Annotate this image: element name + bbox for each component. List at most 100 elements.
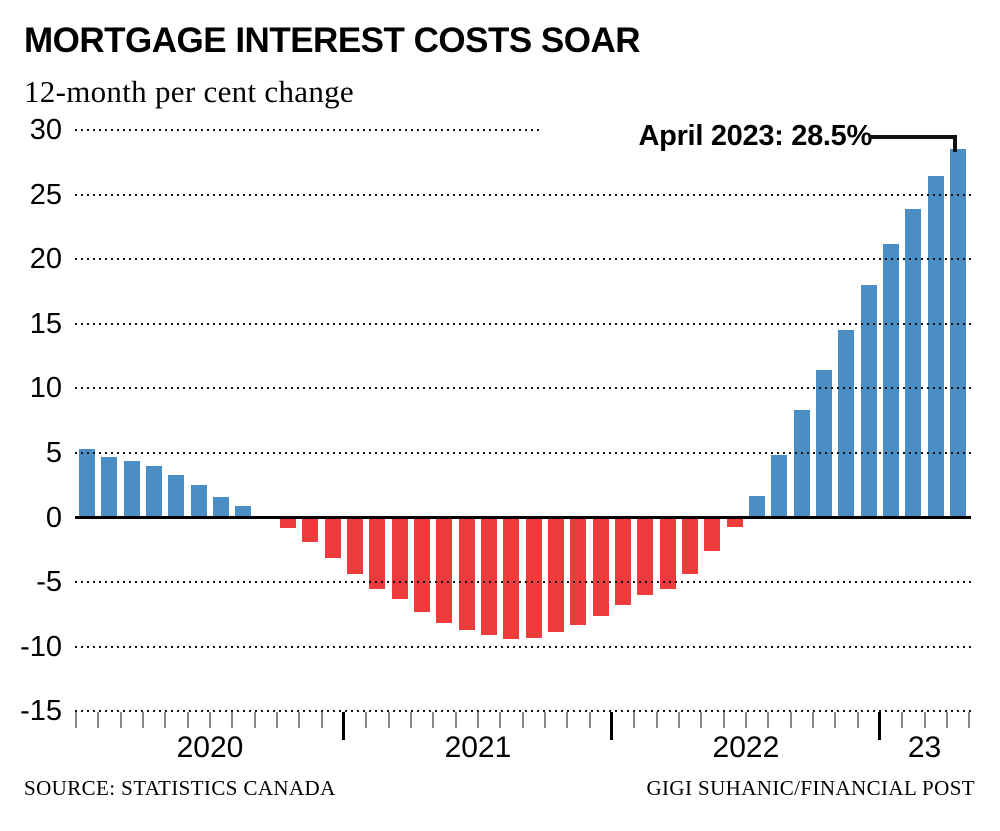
bar-2021-08 (503, 517, 520, 639)
bar-2020-04 (146, 465, 163, 518)
bar-2020-12 (324, 517, 341, 558)
chart-subtitle: 12-month per cent change (24, 74, 354, 109)
y-axis-label--10: -10 (20, 630, 62, 663)
bar-2022-09 (793, 410, 810, 518)
y-axis-label-25: 25 (29, 178, 62, 211)
bar-2022-05 (704, 517, 721, 552)
x-tick-month (655, 712, 658, 728)
x-tick-month (722, 712, 725, 728)
x-tick-month (588, 712, 591, 728)
bar-2020-10 (280, 517, 297, 528)
bar-2021-07 (481, 517, 498, 636)
x-tick-year (342, 712, 346, 740)
y-axis-label-15: 15 (29, 307, 62, 340)
x-tick-month (923, 712, 926, 728)
bar-2020-05 (168, 474, 185, 518)
bar-2020-02 (101, 456, 118, 518)
x-tick-month (253, 712, 256, 728)
bar-2022-08 (771, 455, 788, 518)
y-axis-label--15: -15 (20, 695, 62, 728)
x-tick-month (365, 712, 368, 728)
bar-2020-07 (213, 496, 230, 518)
bar-2020-08 (235, 505, 252, 518)
bar-2022-03 (659, 517, 676, 589)
bar-2023-04 (950, 149, 967, 518)
annotation-label: April 2023: 28.5% (540, 118, 872, 156)
bar-2020-01 (79, 449, 96, 518)
x-tick-month (97, 712, 100, 728)
bar-2021-02 (369, 517, 386, 589)
bar-2022-01 (615, 517, 632, 606)
source-credit: SOURCE: STATISTICS CANADA (24, 776, 336, 800)
x-axis-label-23: 23 (907, 731, 942, 764)
bar-2021-03 (391, 517, 408, 599)
bar-2020-11 (302, 517, 319, 543)
x-tick-month (164, 712, 167, 728)
bar-2021-09 (525, 517, 542, 638)
gridline--10 (75, 645, 971, 648)
bar-2021-06 (458, 517, 475, 630)
x-tick-month (834, 712, 837, 728)
x-tick-month (499, 712, 502, 728)
y-axis-label-10: 10 (29, 372, 62, 405)
bar-2021-12 (592, 517, 609, 616)
y-axis-label-0: 0 (45, 501, 62, 534)
bar-2021-05 (436, 517, 453, 624)
x-tick-month (945, 712, 948, 728)
author-credit: GIGI SUHANIC/FINANCIAL POST (646, 776, 975, 800)
x-tick-month (432, 712, 435, 728)
gridline-25 (75, 193, 971, 196)
y-axis-label-5: 5 (45, 436, 62, 469)
x-tick-month (700, 712, 703, 728)
gridline-5 (75, 451, 971, 454)
x-axis-label-2020: 2020 (176, 731, 244, 764)
x-tick-month (566, 712, 569, 728)
x-tick-month (767, 712, 770, 728)
bar-2022-07 (749, 495, 766, 518)
bar-2021-10 (548, 517, 565, 633)
x-tick-month (744, 712, 747, 728)
y-axis-label-30: 30 (29, 113, 62, 146)
bar-2023-03 (927, 176, 944, 518)
x-tick-month (476, 712, 479, 728)
x-tick-month (141, 712, 144, 728)
bar-2023-02 (905, 208, 922, 518)
x-tick-month (633, 712, 636, 728)
bar-2021-04 (414, 517, 431, 612)
x-tick-month (454, 712, 457, 728)
x-tick-month (856, 712, 859, 728)
x-axis-label-2021: 2021 (444, 731, 512, 764)
x-tick-month (543, 712, 546, 728)
bar-2021-01 (347, 517, 364, 575)
gridline-30 (75, 128, 585, 131)
bar-2022-06 (726, 517, 743, 527)
x-tick-month (186, 712, 189, 728)
x-tick-month (119, 712, 122, 728)
x-tick-month (968, 712, 971, 728)
bar-2022-11 (838, 330, 855, 518)
annotation-pointer-line (869, 135, 956, 139)
x-tick-month (298, 712, 301, 728)
x-tick-month (409, 712, 412, 728)
x-tick-month (521, 712, 524, 728)
bar-2022-04 (682, 517, 699, 575)
x-tick-month (208, 712, 211, 728)
x-tick-month (901, 712, 904, 728)
gridline-15 (75, 322, 971, 325)
bar-2022-12 (860, 284, 877, 518)
gridline-20 (75, 258, 971, 261)
x-tick-year (878, 712, 882, 740)
gridline--15 (75, 710, 971, 713)
x-tick-month (231, 712, 234, 728)
bar-2020-06 (190, 485, 207, 518)
x-tick-month (677, 712, 680, 728)
x-tick-month (811, 712, 814, 728)
x-tick-month (320, 712, 323, 728)
x-tick-month (387, 712, 390, 728)
annotation-pointer-hook-icon (953, 135, 957, 152)
gridline--5 (75, 581, 971, 584)
gridline-10 (75, 387, 971, 390)
bar-2021-11 (570, 517, 587, 625)
x-axis-label-2022: 2022 (712, 731, 780, 764)
